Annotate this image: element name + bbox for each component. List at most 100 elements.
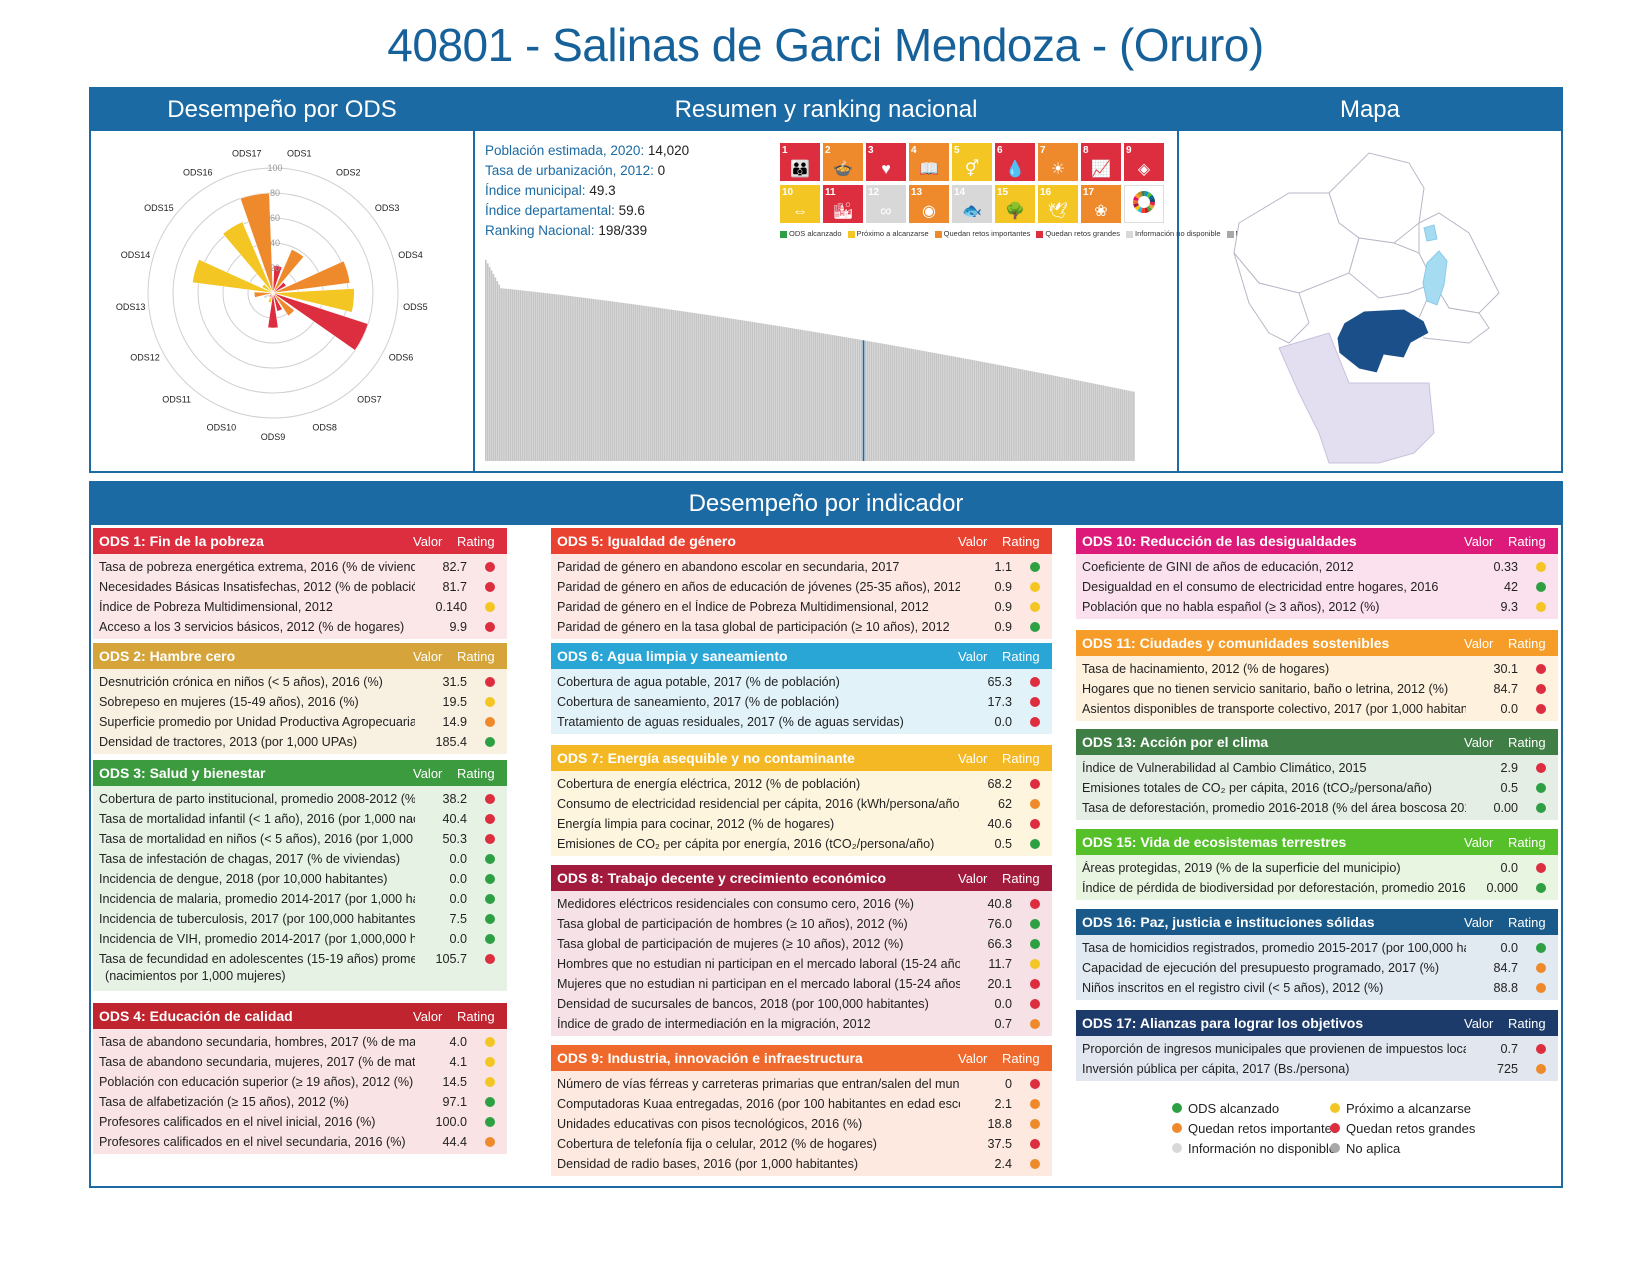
indicator-row: Necesidades Básicas Insatisfechas, 2012 … bbox=[93, 577, 507, 597]
ranking-bar bbox=[1060, 376, 1062, 461]
sdg-legend-label: ODS alcanzado bbox=[789, 229, 842, 238]
ranking-bar bbox=[776, 325, 779, 461]
rating-header: Rating bbox=[1508, 914, 1546, 930]
ranking-bar bbox=[759, 323, 761, 461]
rating-header: Rating bbox=[457, 648, 495, 664]
ranking-bar bbox=[983, 362, 986, 461]
ranking-bar bbox=[993, 363, 995, 461]
rating-dot-icon bbox=[1030, 1079, 1040, 1089]
ranking-bar bbox=[1123, 389, 1126, 461]
rating-cell bbox=[1018, 779, 1052, 789]
rating-cell bbox=[473, 562, 507, 572]
polar-category-label: ODS12 bbox=[130, 353, 160, 363]
indicator-value: 9.3 bbox=[1500, 600, 1518, 614]
sdg-tile-5: 5 ⚥ bbox=[952, 143, 992, 181]
legend-dot-icon bbox=[1172, 1103, 1182, 1113]
ranking-bar bbox=[1041, 373, 1043, 461]
rating-header: Rating bbox=[1508, 1015, 1546, 1031]
indicator-row: Asientos disponibles de transporte colec… bbox=[1076, 699, 1558, 719]
ranking-bar bbox=[855, 338, 857, 461]
indicator-value: 14.5 bbox=[442, 1075, 467, 1089]
polar-grid-circle bbox=[147, 167, 399, 419]
polar-category-label: ODS1 bbox=[287, 148, 312, 158]
rating-dot-icon bbox=[485, 934, 495, 944]
ranking-bar bbox=[1021, 369, 1024, 461]
card-body: Proporción de ingresos municipales que p… bbox=[1076, 1036, 1558, 1081]
card-body: Tasa de homicidios registrados, promedio… bbox=[1076, 935, 1558, 1000]
polar-category-label: ODS11 bbox=[162, 395, 191, 405]
rating-cell bbox=[1018, 979, 1052, 989]
indicator-row: Cobertura de saneamiento, 2017 (% de pob… bbox=[551, 692, 1052, 712]
indicator-name: Densidad de radio bases, 2016 (por 1,000… bbox=[557, 1157, 859, 1171]
ranking-bar bbox=[973, 360, 976, 461]
rating-cell bbox=[473, 874, 507, 884]
indicator-name: Hombres que no estudian ni participan en… bbox=[557, 957, 960, 971]
rating-dot-icon bbox=[1030, 999, 1040, 1009]
rating-header: Rating bbox=[1002, 533, 1040, 549]
sdg-legend-label: Próximo a alcanzarse bbox=[856, 229, 929, 238]
rating-dot-icon bbox=[1030, 979, 1040, 989]
indicator-name: Índice de pérdida de biodiversidad por d… bbox=[1082, 881, 1466, 895]
indicator-value: 68.2 bbox=[987, 777, 1012, 791]
indicator-value: 18.8 bbox=[987, 1117, 1012, 1131]
sdg-wheel-segment bbox=[1137, 191, 1143, 198]
ranking-bar bbox=[1031, 371, 1034, 461]
rating-header: Rating bbox=[1508, 834, 1546, 850]
indicator-value: 105.7 bbox=[435, 952, 467, 966]
rating-dot-icon bbox=[485, 1077, 495, 1087]
indicator-name: Hogares que no tienen servicio sanitario… bbox=[1082, 682, 1449, 696]
indicator-value: 0.7 bbox=[994, 1017, 1012, 1031]
polar-tick-label: 20 bbox=[270, 263, 280, 273]
rating-cell bbox=[473, 717, 507, 727]
indicator-row: Densidad de radio bases, 2016 (por 1,000… bbox=[551, 1154, 1052, 1174]
fish-icon: 🐟 bbox=[962, 203, 982, 220]
sdg-legend-label: Quedan retos importantes bbox=[943, 229, 1031, 238]
sdg-legend-item: ODS alcanzado bbox=[780, 229, 842, 238]
rating-cell bbox=[1524, 582, 1558, 592]
sdg-wheel-segment bbox=[1133, 196, 1139, 201]
ranking-bar bbox=[856, 339, 859, 461]
rating-cell bbox=[473, 1037, 507, 1047]
indicator-name: Índice de Vulnerabilidad al Cambio Climá… bbox=[1082, 761, 1367, 775]
rating-cell bbox=[1018, 582, 1052, 592]
rating-cell bbox=[473, 954, 507, 964]
cubes-icon: ◈ bbox=[1137, 161, 1151, 178]
indicator-row: Cobertura de agua potable, 2017 (% de po… bbox=[551, 672, 1052, 692]
indicator-row: Acceso a los 3 servicios básicos, 2012 (… bbox=[93, 617, 507, 637]
rating-cell bbox=[1018, 1139, 1052, 1149]
ranking-bar bbox=[663, 308, 665, 461]
ranking-bar bbox=[669, 309, 671, 461]
indicator-name: Tratamiento de aguas residuales, 2017 (%… bbox=[557, 715, 904, 729]
polar-category-label: ODS16 bbox=[183, 167, 213, 177]
rating-header: Rating bbox=[457, 533, 495, 549]
rating-dot-icon bbox=[1030, 1119, 1040, 1129]
ranking-bar bbox=[943, 354, 945, 461]
sdg-wheel-segment bbox=[1134, 205, 1141, 211]
indicator-name: Energía limpia para cocinar, 2012 (% de … bbox=[557, 817, 835, 831]
ranking-bar bbox=[494, 277, 497, 461]
rating-dot-icon bbox=[485, 794, 495, 804]
rating-cell bbox=[1018, 677, 1052, 687]
ranking-bar bbox=[649, 306, 652, 461]
ranking-bar bbox=[1065, 378, 1068, 461]
ranking-bar bbox=[1090, 383, 1093, 461]
indicator-row: Capacidad de ejecución del presupuesto p… bbox=[1076, 958, 1558, 978]
ranking-bar bbox=[580, 297, 583, 461]
sdg-legend-item: Próximo a alcanzarse bbox=[847, 229, 929, 238]
ranking-bar bbox=[1029, 370, 1032, 461]
indicator-row: Incidencia de malaria, promedio 2014-201… bbox=[93, 889, 507, 909]
indicator-row: Tasa de mortalidad en niños (< 5 años), … bbox=[93, 829, 507, 849]
card-title: ODS 13: Acción por el clima bbox=[1082, 734, 1269, 750]
growth-chart-icon: 📈 bbox=[1091, 161, 1111, 178]
ranking-bar bbox=[1058, 376, 1060, 461]
ranking-bar bbox=[634, 304, 637, 461]
ranking-bar bbox=[966, 358, 968, 461]
ranking-bar bbox=[509, 289, 512, 461]
indicator-name: Tasa de fecundidad en adolescentes (15-1… bbox=[99, 952, 415, 966]
indicator-value: 50.3 bbox=[442, 832, 467, 846]
card-body: Índice de Vulnerabilidad al Cambio Climá… bbox=[1076, 755, 1558, 820]
rating-dot-icon bbox=[485, 894, 495, 904]
ranking-bar bbox=[876, 342, 878, 461]
rating-dot-icon bbox=[1536, 783, 1546, 793]
legend-swatch bbox=[1226, 230, 1234, 238]
